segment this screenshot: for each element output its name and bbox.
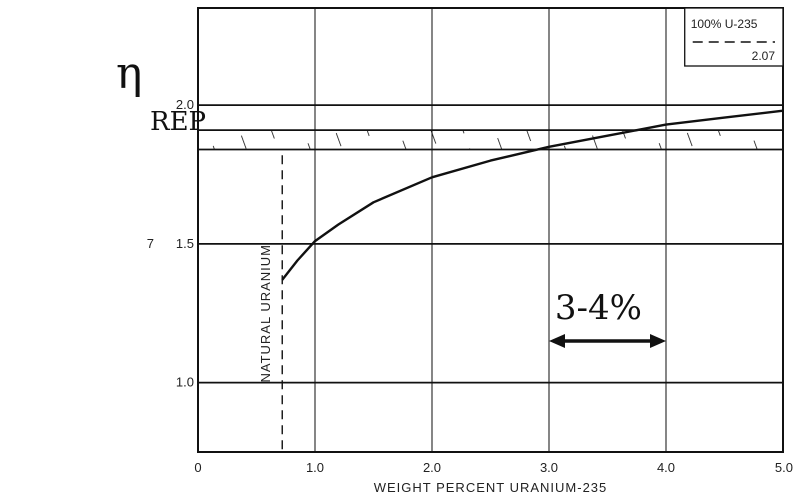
y-axis-subscript: REP bbox=[150, 107, 206, 137]
x-tick-label-0: 0 bbox=[194, 460, 201, 475]
y-tick-label-2: 2.0 bbox=[176, 97, 194, 112]
x-tick-label-3: 3.0 bbox=[540, 460, 558, 475]
y-tick-labels: 1.0 1.5 2.0 7 bbox=[147, 97, 194, 390]
natural-uranium-label: NATURAL URANIUM bbox=[258, 244, 273, 383]
legend-box: 100% U-235 2.07 bbox=[684, 7, 784, 67]
plot-frame bbox=[197, 7, 784, 453]
annotation-arrowhead-right bbox=[650, 334, 666, 348]
annotation-group: 3-4% bbox=[549, 288, 666, 348]
x-axis-label: WEIGHT PERCENT URANIUM-235 bbox=[374, 480, 608, 495]
grid bbox=[198, 8, 783, 452]
series-group bbox=[281, 109, 784, 281]
plot-border bbox=[197, 7, 784, 453]
x-tick-label-4: 4.0 bbox=[657, 460, 675, 475]
legend-box-frame bbox=[684, 7, 784, 67]
annotation-arrowhead-left bbox=[549, 334, 565, 348]
y-axis-symbol: η bbox=[116, 48, 142, 99]
y-axis-label: η REP bbox=[116, 48, 206, 137]
y-tick-label-0: 1.0 bbox=[176, 375, 194, 390]
x-tick-labels: 0 1.0 2.0 3.0 4.0 5.0 bbox=[194, 460, 793, 475]
annotation-text: 3-4% bbox=[555, 288, 642, 328]
x-tick-label-2: 2.0 bbox=[423, 460, 441, 475]
legend-label: 100% U-235 bbox=[691, 17, 758, 31]
x-tick-label-5: 5.0 bbox=[775, 460, 793, 475]
hatched-band bbox=[198, 129, 783, 151]
y-extra-label: 7 bbox=[147, 236, 154, 251]
hatch-fill bbox=[198, 130, 783, 150]
natural-uranium-group: NATURAL URANIUM bbox=[258, 152, 283, 450]
y-tick-label-1: 1.5 bbox=[176, 236, 194, 251]
series-line-0 bbox=[281, 109, 784, 281]
legend-value: 2.07 bbox=[752, 49, 776, 63]
x-tick-label-1: 1.0 bbox=[306, 460, 324, 475]
